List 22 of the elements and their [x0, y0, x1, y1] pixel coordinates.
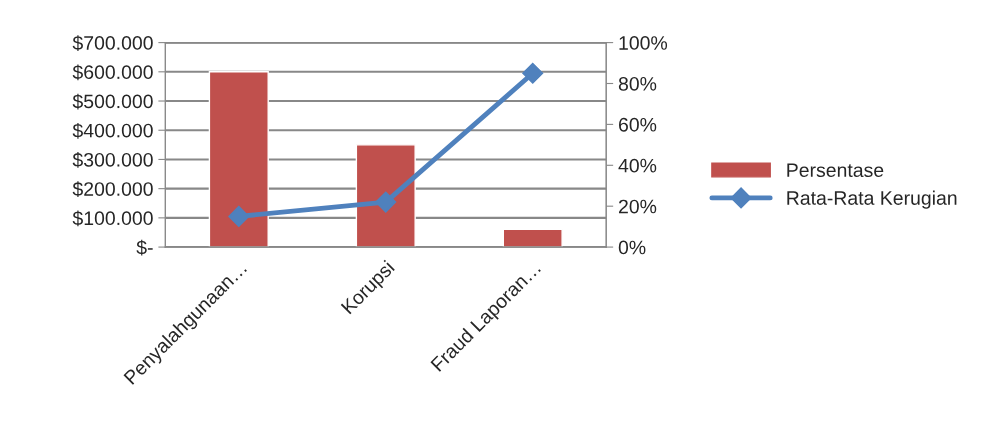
point — [522, 62, 544, 84]
y-tick-label: $300.000 — [72, 152, 153, 168]
legend-label: Persentase — [787, 163, 884, 178]
y-tick-label: $100.000 — [72, 210, 153, 227]
y2-tick-label: 0% — [618, 240, 646, 255]
y2-tick-label: 40% — [618, 158, 657, 173]
y2-tick-label: 80% — [618, 76, 657, 91]
y2-tick-label: 100% — [619, 36, 668, 50]
y-tick-label: $500.000 — [72, 93, 153, 110]
y-tick-label: $- — [136, 239, 153, 256]
point — [375, 191, 397, 213]
y-tick-label: $700.000 — [72, 35, 153, 51]
y-tick-label: $200.000 — [72, 181, 153, 198]
y2-tick-label: 60% — [619, 117, 657, 132]
legend-label: Rata-Rata Kerugian — [787, 190, 957, 209]
y2-tick-label: 20% — [618, 199, 657, 214]
bar — [502, 228, 563, 248]
point — [228, 205, 250, 227]
y-tick-label: $600.000 — [72, 64, 153, 81]
bar — [208, 71, 269, 248]
y-tick-label: $400.000 — [72, 122, 153, 139]
bar — [355, 144, 416, 248]
